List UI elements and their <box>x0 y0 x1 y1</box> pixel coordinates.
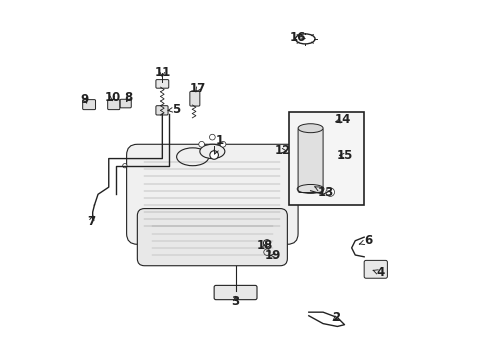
Text: 17: 17 <box>189 82 206 95</box>
Text: 1: 1 <box>214 134 224 154</box>
FancyBboxPatch shape <box>107 100 120 110</box>
Text: 6: 6 <box>359 234 372 247</box>
Text: 14: 14 <box>334 113 350 126</box>
Text: 10: 10 <box>104 91 120 104</box>
Text: 7: 7 <box>87 215 96 228</box>
Text: 8: 8 <box>124 91 132 104</box>
FancyBboxPatch shape <box>156 80 168 88</box>
Circle shape <box>220 141 225 147</box>
Text: 12: 12 <box>274 144 291 157</box>
FancyBboxPatch shape <box>364 260 386 278</box>
Circle shape <box>263 240 270 247</box>
FancyBboxPatch shape <box>137 208 287 266</box>
FancyBboxPatch shape <box>126 144 298 244</box>
FancyBboxPatch shape <box>189 91 200 106</box>
FancyBboxPatch shape <box>156 106 168 115</box>
Text: 19: 19 <box>264 249 281 262</box>
Circle shape <box>198 141 204 147</box>
Text: 15: 15 <box>336 149 352 162</box>
Text: 13: 13 <box>314 186 333 199</box>
Text: 4: 4 <box>372 266 384 279</box>
Text: 5: 5 <box>168 103 181 116</box>
Text: 16: 16 <box>289 31 305 44</box>
Text: 18: 18 <box>257 239 273 252</box>
Ellipse shape <box>176 148 208 166</box>
Circle shape <box>122 163 127 168</box>
Ellipse shape <box>298 124 323 133</box>
Circle shape <box>209 134 215 140</box>
Bar <box>288 112 364 205</box>
Ellipse shape <box>200 144 224 158</box>
FancyBboxPatch shape <box>298 128 323 193</box>
Text: 9: 9 <box>81 93 89 106</box>
FancyBboxPatch shape <box>82 100 95 110</box>
Text: 11: 11 <box>154 66 170 78</box>
Text: 2: 2 <box>332 311 340 324</box>
Circle shape <box>209 151 218 159</box>
FancyBboxPatch shape <box>120 99 131 108</box>
FancyBboxPatch shape <box>214 285 257 300</box>
Circle shape <box>325 188 334 197</box>
Text: 3: 3 <box>231 295 239 308</box>
